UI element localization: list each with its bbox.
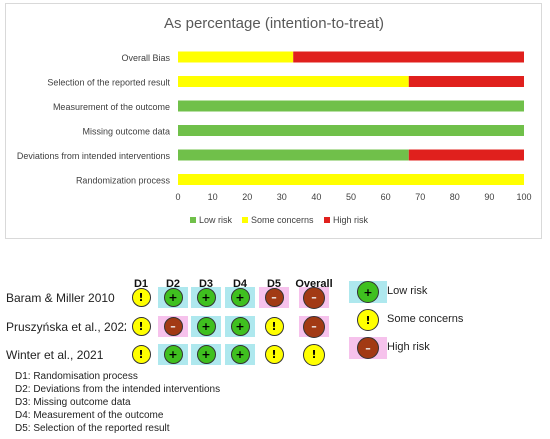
domain-note: D3: Missing outcome data <box>15 397 131 408</box>
judgement-some-icon: ! <box>264 345 284 364</box>
legend-high-icon: – <box>357 337 379 359</box>
domain-note: D2: Deviations from the intended interve… <box>15 384 221 395</box>
judgement-low-icon: + <box>196 288 216 307</box>
legend-some-icon: ! <box>357 309 379 331</box>
x-tick-label: 10 <box>208 192 218 202</box>
judgement-low-icon: + <box>163 288 183 307</box>
study-label: Winter et al., 2021 <box>6 348 104 362</box>
bar-chart-svg: As percentage (intention-to-treat) Overal… <box>17 15 532 225</box>
risk-of-bias-bar-chart: As percentage (intention-to-treat) Overal… <box>5 3 542 239</box>
risk-of-bias-traffic-light-plot: D1 D2 D3 D4 D5 Overall Baram & Miller 2010! + + +… <box>0 270 550 439</box>
bar-segment-some-concerns <box>178 76 409 87</box>
bar-segment-high-risk <box>293 51 524 63</box>
judgement-high-icon: – <box>163 317 183 336</box>
category-label: Randomization process <box>76 176 171 186</box>
x-tick-label: 0 <box>175 192 180 202</box>
judgement-high-icon: – <box>303 315 325 338</box>
legend-label: Some concerns <box>251 215 314 225</box>
bar-segment-high-risk <box>408 76 524 87</box>
judgement-some-icon: ! <box>131 345 151 364</box>
legend-label: High risk <box>387 341 430 353</box>
x-tick-label: 50 <box>346 192 356 202</box>
x-tick-label: 80 <box>450 192 460 202</box>
judgement-some-icon: ! <box>303 343 325 366</box>
bar-segment-high-risk <box>408 149 524 161</box>
judgement-low-icon: + <box>230 317 250 336</box>
x-tick-label: 70 <box>415 192 425 202</box>
judgement-low-icon: + <box>196 317 216 336</box>
legend-swatch <box>324 217 330 223</box>
judgement-some-icon: ! <box>131 317 151 336</box>
category-label: Missing outcome data <box>82 127 170 137</box>
x-tick-label: 100 <box>516 192 531 202</box>
study-label: Baram & Miller 2010 <box>6 291 115 305</box>
judgement-some-icon: ! <box>131 288 151 307</box>
legend-label: Some concerns <box>387 313 464 325</box>
chart-title: As percentage (intention-to-treat) <box>164 15 384 32</box>
study-label: Pruszyńska et al., 2022 <box>6 320 131 334</box>
legend-swatch <box>242 217 248 223</box>
legend-label: Low risk <box>387 285 428 297</box>
judgement-some-icon: ! <box>264 317 284 336</box>
bar-segment-low-risk <box>178 125 524 136</box>
judgement-high-icon: – <box>303 286 325 309</box>
legend-label: High risk <box>333 215 369 225</box>
domain-note: D4: Measurement of the outcome <box>15 410 164 421</box>
bar-segment-some-concerns <box>178 51 294 63</box>
category-label: Deviations from intended interventions <box>17 151 171 161</box>
judgement-low-icon: + <box>163 345 183 364</box>
legend-label: Low risk <box>199 215 233 225</box>
bar-segment-low-risk <box>178 100 524 112</box>
x-tick-label: 60 <box>381 192 391 202</box>
judgement-low-icon: + <box>230 288 250 307</box>
x-tick-label: 40 <box>311 192 321 202</box>
category-label: Overall Bias <box>121 53 170 63</box>
judgement-low-icon: + <box>230 345 250 364</box>
domain-note: D1: Randomisation process <box>15 371 138 382</box>
legend-swatch <box>190 217 196 223</box>
domain-note: D5: Selection of the reported result <box>15 423 170 434</box>
bar-segment-low-risk <box>178 149 409 161</box>
x-tick-label: 90 <box>484 192 494 202</box>
judgement-high-icon: – <box>264 288 284 307</box>
category-label: Selection of the reported result <box>47 78 170 88</box>
x-tick-label: 20 <box>242 192 252 202</box>
bar-segment-some-concerns <box>178 174 524 185</box>
judgement-low-icon: + <box>196 345 216 364</box>
category-label: Measurement of the outcome <box>53 102 170 112</box>
x-tick-label: 30 <box>277 192 287 202</box>
legend-low-icon: + <box>357 281 379 303</box>
